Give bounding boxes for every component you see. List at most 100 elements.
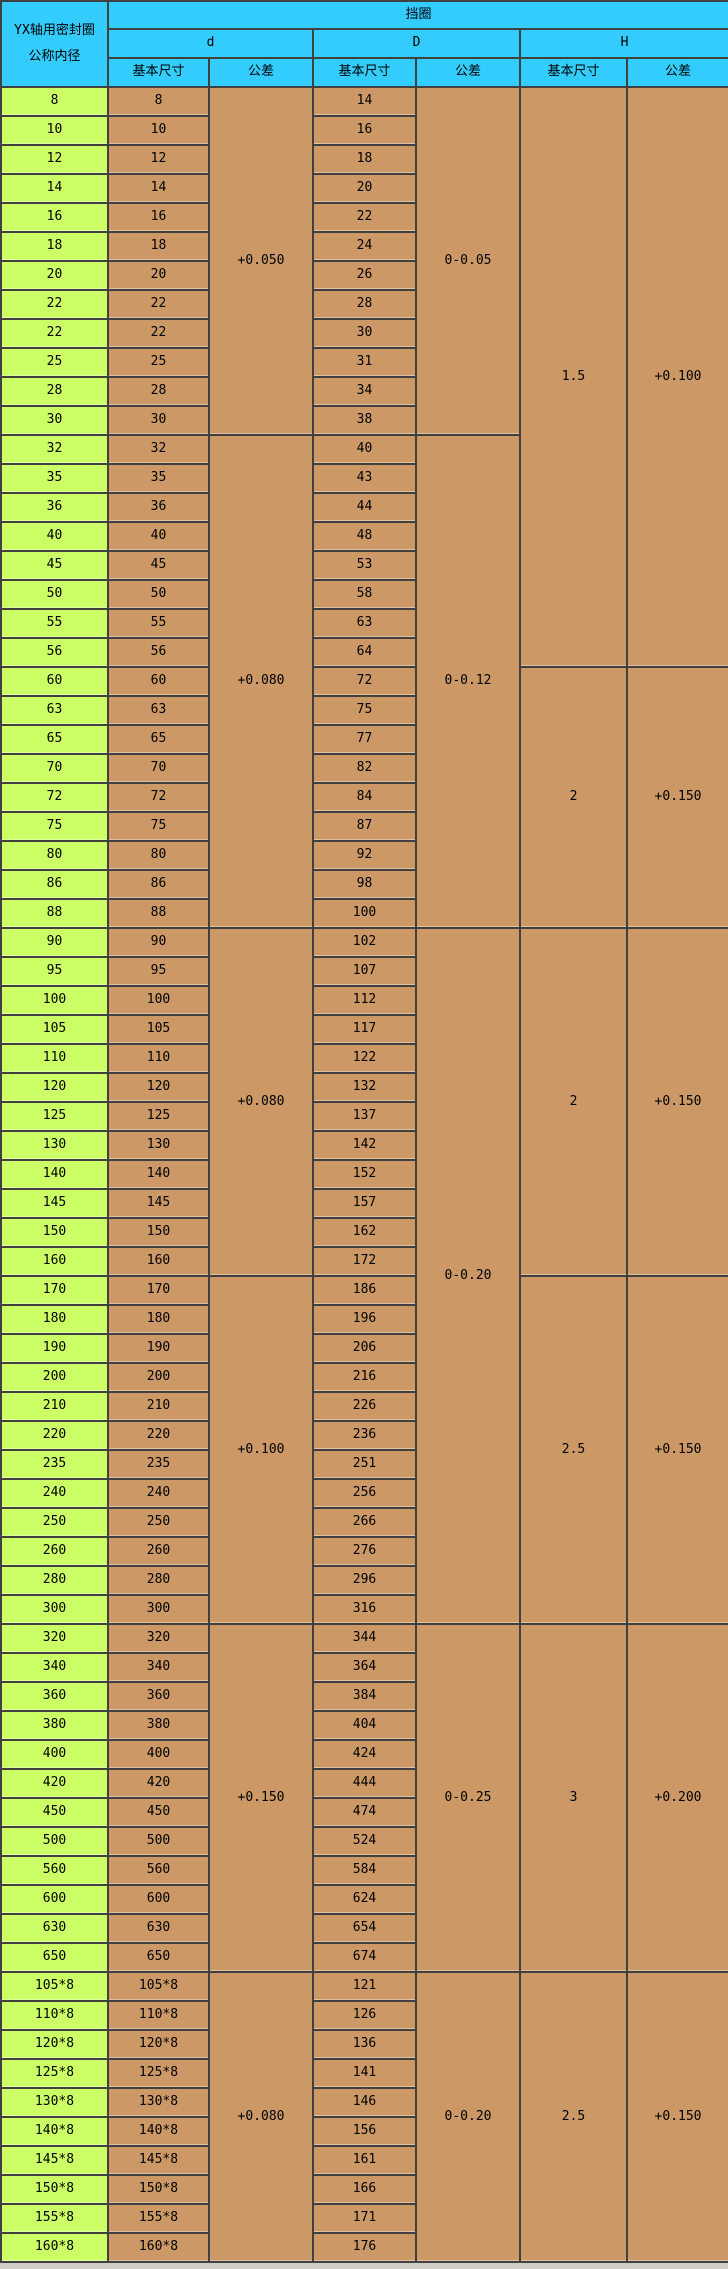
D-size-cell: 102 (312, 927, 417, 958)
D-size-cell: 157 (312, 1188, 417, 1219)
table-row: 600 600 624 (0, 1884, 728, 1915)
D-size-cell: 121 (312, 1971, 417, 2002)
h-size-cell: 2.5 (519, 1275, 628, 1625)
nominal-diameter-header: YX轴用密封圈 公称内径 (0, 0, 109, 88)
d-size-cell: 10 (107, 115, 210, 146)
h-tolerance-cell: +0.150 (625, 666, 728, 929)
table-row: 300 300 316 (0, 1594, 728, 1625)
nominal-cell: 40 (0, 521, 109, 552)
D-size-cell: 256 (312, 1478, 417, 1509)
table-row: 12 12 18 (0, 144, 728, 175)
D-size-cell: 132 (312, 1072, 417, 1103)
table-row: 155*8 155*8 171 (0, 2203, 728, 2234)
table-row: 500 500 524 (0, 1826, 728, 1857)
D-size-cell: 48 (312, 521, 417, 552)
D-tolerance-cell: 0-0.12 (415, 434, 521, 929)
table-row: 380 380 404 (0, 1710, 728, 1741)
D-size-cell: 30 (312, 318, 417, 349)
nominal-cell: 380 (0, 1710, 109, 1741)
D-size-cell: 654 (312, 1913, 417, 1944)
d-size-cell: 86 (107, 869, 210, 900)
d-size-cell: 110*8 (107, 2000, 210, 2031)
nominal-cell: 20 (0, 260, 109, 291)
d-size-cell: 360 (107, 1681, 210, 1712)
D-size-cell: 112 (312, 985, 417, 1016)
table-row: 110*8 110*8 126 (0, 2000, 728, 2031)
d-size-cell: 70 (107, 753, 210, 784)
nominal-cell: 55 (0, 608, 109, 639)
D-size-cell: 674 (312, 1942, 417, 1973)
table-row: 200 200 216 (0, 1362, 728, 1393)
table-row: 145 145 157 (0, 1188, 728, 1219)
d-size-cell: 105*8 (107, 1971, 210, 2002)
d-size-cell: 22 (107, 289, 210, 320)
table-row: 320 320 +0.150 344 0-0.25 3 +0.200 (0, 1623, 728, 1973)
table-row: 210 210 226 (0, 1391, 728, 1422)
d-size-cell: 18 (107, 231, 210, 262)
d-size-cell: 75 (107, 811, 210, 842)
D-size-cell: 266 (312, 1507, 417, 1538)
table-row: 420 420 444 (0, 1768, 728, 1799)
nominal-cell: 220 (0, 1420, 109, 1451)
nominal-cell: 125*8 (0, 2058, 109, 2089)
D-size-cell: 72 (312, 666, 417, 697)
D-size-cell: 186 (312, 1275, 417, 1306)
D-tolerance-header: 公差 (415, 57, 521, 88)
nominal-cell: 560 (0, 1855, 109, 1886)
d-size-cell: 105 (107, 1014, 210, 1045)
table-row: 240 240 256 (0, 1478, 728, 1509)
d-size-cell: 60 (107, 666, 210, 697)
d-basic-size-header: 基本尺寸 (107, 57, 210, 88)
d-size-cell: 120*8 (107, 2029, 210, 2060)
table-row: 30 30 38 (0, 405, 728, 436)
D-size-cell: 44 (312, 492, 417, 523)
table-row: 120*8 120*8 136 (0, 2029, 728, 2060)
retaining-ring-group-header: 挡圈 (106, 0, 728, 30)
D-size-cell: 87 (312, 811, 417, 842)
d-size-cell: 55 (107, 608, 210, 639)
D-size-cell: 24 (312, 231, 417, 262)
D-size-cell: 166 (312, 2174, 417, 2205)
table-row: 22 22 28 (0, 289, 728, 320)
nominal-cell: 80 (0, 840, 109, 871)
nominal-cell: 100 (0, 985, 109, 1016)
table-row: 70 70 82 (0, 753, 728, 784)
D-size-cell: 176 (312, 2232, 417, 2263)
D-size-cell: 584 (312, 1855, 417, 1886)
table-row: 16 16 22 (0, 202, 728, 233)
table-row: 150*8 150*8 166 (0, 2174, 728, 2205)
d-tolerance-cell: +0.080 (208, 1971, 314, 2263)
table-row: 360 360 384 (0, 1681, 728, 1712)
nominal-cell: 200 (0, 1362, 109, 1393)
table-row: 86 86 98 (0, 869, 728, 900)
d-size-cell: 25 (107, 347, 210, 378)
D-size-cell: 31 (312, 347, 417, 378)
nominal-cell: 140*8 (0, 2116, 109, 2147)
table-header: YX轴用密封圈 公称内径 挡圈 d D H 基本尺寸 公差 基本尺寸 公差 基本… (0, 0, 728, 88)
D-size-cell: 82 (312, 753, 417, 784)
d-size-cell: 22 (107, 318, 210, 349)
table-row: 55 55 63 (0, 608, 728, 639)
d-size-cell: 145 (107, 1188, 210, 1219)
nominal-cell: 210 (0, 1391, 109, 1422)
D-tolerance-cell: 0-0.20 (415, 927, 521, 1625)
d-size-cell: 110 (107, 1043, 210, 1074)
D-size-cell: 206 (312, 1333, 417, 1364)
table-row: 100 100 112 (0, 985, 728, 1016)
table-row: 140 140 152 (0, 1159, 728, 1190)
nominal-cell: 86 (0, 869, 109, 900)
D-size-cell: 162 (312, 1217, 417, 1248)
table-row: 14 14 20 (0, 173, 728, 204)
nominal-cell: 22 (0, 318, 109, 349)
nominal-cell: 90 (0, 927, 109, 958)
D-size-cell: 251 (312, 1449, 417, 1480)
d-size-cell: 35 (107, 463, 210, 494)
nominal-cell: 180 (0, 1304, 109, 1335)
nominal-cell: 155*8 (0, 2203, 109, 2234)
d-size-cell: 280 (107, 1565, 210, 1596)
table-row: 125 125 137 (0, 1101, 728, 1132)
d-size-cell: 90 (107, 927, 210, 958)
table-row: 95 95 107 (0, 956, 728, 987)
D-size-cell: 126 (312, 2000, 417, 2031)
